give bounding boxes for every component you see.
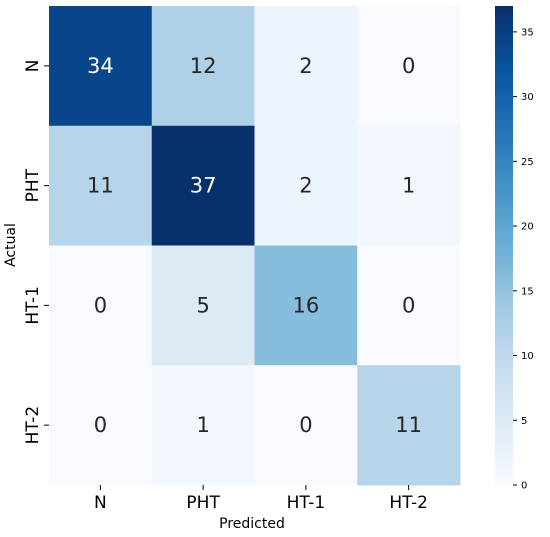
cell-value-label: 0: [402, 54, 415, 78]
x-tick-label: N: [94, 493, 107, 513]
cell-value-label: 11: [395, 413, 422, 437]
cell-value-label: 12: [190, 54, 217, 78]
colorbar-tick-label: 0: [521, 481, 527, 492]
heatmap-cells: 34 12 2 0 11 37 2 1 0 5 16 0 0 1 0 11: [49, 6, 461, 486]
colorbar-gradient: [495, 6, 513, 485]
x-tick-label: HT-2: [389, 493, 428, 513]
cell-value-label: 0: [94, 293, 107, 317]
cell-value-label: 34: [87, 54, 114, 78]
colorbar-tick-label: 25: [521, 157, 534, 168]
heatmap-cell: [254, 125, 358, 246]
cell-value-label: 1: [196, 413, 209, 437]
cell-value-label: 16: [293, 293, 320, 317]
heatmap-cell: [357, 245, 461, 366]
cell-value-label: 2: [299, 54, 312, 78]
heatmap-cell: [49, 125, 153, 246]
colorbar-tick-label: 5: [521, 416, 527, 427]
colorbar-tick-label: 30: [521, 92, 534, 103]
y-tick-label: HT-2: [23, 406, 43, 445]
colorbar-tick-label: 10: [521, 351, 534, 362]
heatmap-cell: [151, 125, 255, 246]
y-tick-label: PHT: [23, 168, 43, 202]
cell-value-label: 0: [299, 413, 312, 437]
heatmap-cell: [49, 365, 153, 486]
y-tick-label: N: [23, 60, 43, 73]
heatmap-cell: [49, 6, 153, 127]
cell-value-label: 5: [196, 293, 209, 317]
heatmap-cell: [357, 365, 461, 486]
heatmap-cell: [151, 6, 255, 127]
heatmap-cell: [357, 6, 461, 127]
y-axis-ticks: N PHT HT-1 HT-2: [23, 60, 49, 445]
cell-value-label: 37: [190, 174, 217, 198]
heatmap-cell: [254, 245, 358, 366]
colorbar-tick-label: 15: [521, 286, 534, 297]
cell-value-label: 2: [299, 174, 312, 198]
x-tick-label: PHT: [186, 493, 220, 513]
heatmap-cell: [49, 245, 153, 366]
colorbar-tick-label: 20: [521, 222, 534, 233]
heatmap-cell: [254, 6, 358, 127]
cell-value-label: 1: [402, 174, 415, 198]
y-axis-label: Actual: [3, 223, 19, 267]
heatmap-cell: [151, 245, 255, 366]
colorbar: 0 5 10 15 20 25 30 35: [495, 6, 534, 492]
x-axis-label: Predicted: [219, 516, 285, 532]
heatmap-cell: [254, 365, 358, 486]
y-tick-label: HT-1: [23, 286, 43, 325]
x-tick-label: HT-1: [287, 493, 326, 513]
cell-value-label: 0: [94, 413, 107, 437]
cell-value-label: 0: [402, 293, 415, 317]
colorbar-tick-label: 35: [521, 27, 534, 38]
heatmap-cell: [151, 365, 255, 486]
x-axis-ticks: N PHT HT-1 HT-2: [94, 485, 428, 513]
cell-value-label: 11: [87, 174, 114, 198]
heatmap-cell: [357, 125, 461, 246]
